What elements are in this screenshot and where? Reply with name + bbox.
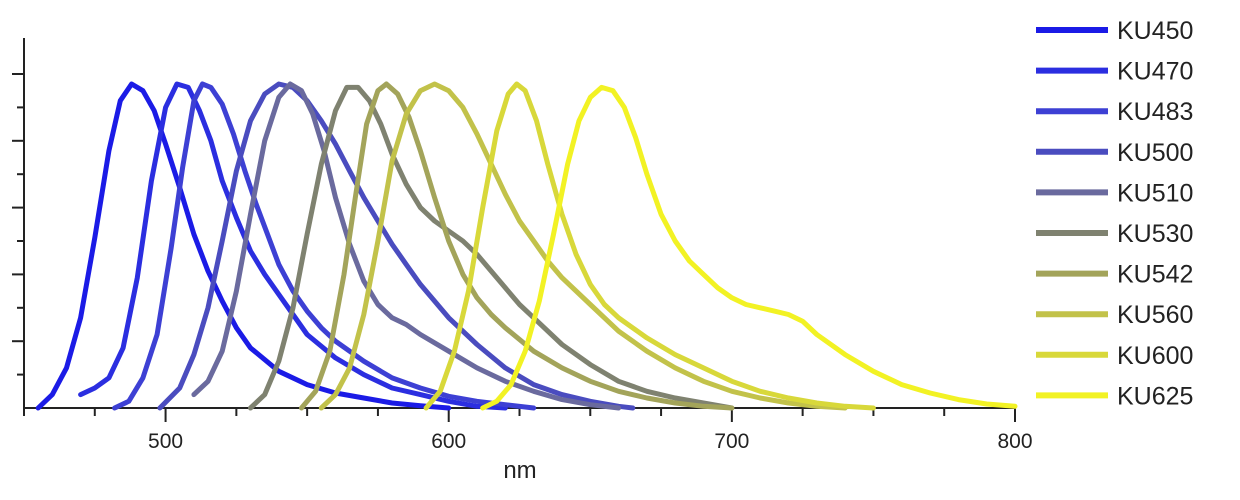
- x-axis-title: nm: [503, 457, 536, 484]
- legend-label: KU483: [1117, 98, 1193, 126]
- series-line-ku560: [318, 81, 848, 411]
- legend-label: KU560: [1117, 301, 1193, 329]
- legend-label: KU470: [1117, 58, 1193, 86]
- legend: KU450 KU470 KU483 KU500 KU510 KU530 KU542 KU560…: [1036, 17, 1193, 410]
- x-tick-label: 500: [148, 430, 183, 453]
- x-tick-label: 700: [714, 430, 749, 453]
- legend-label: KU625: [1117, 382, 1193, 410]
- x-tick-label: 600: [431, 430, 466, 453]
- legend-item: KU530: [1036, 220, 1193, 248]
- series-line-ku542: [299, 81, 735, 411]
- x-tick-label: 800: [997, 430, 1032, 453]
- legend-label: KU450: [1117, 17, 1193, 45]
- series-line-ku510: [191, 81, 622, 411]
- series-layer: [35, 81, 1018, 411]
- legend-label: KU500: [1117, 139, 1193, 167]
- series-line-ku625: [480, 84, 1018, 411]
- legend-label: KU510: [1117, 179, 1193, 207]
- legend-label: KU530: [1117, 220, 1193, 248]
- series-line-ku483: [112, 81, 537, 411]
- series-line-ku600: [423, 81, 876, 411]
- series-line-ku530: [248, 84, 735, 411]
- legend-item: KU470: [1036, 58, 1193, 86]
- legend-label: KU600: [1117, 342, 1193, 370]
- series-line-ku500: [157, 81, 636, 411]
- legend-label: KU542: [1117, 261, 1193, 289]
- legend-item: KU600: [1036, 342, 1193, 370]
- legend-item: KU500: [1036, 139, 1193, 167]
- legend-item: KU510: [1036, 179, 1193, 207]
- legend-item: KU450: [1036, 17, 1193, 45]
- series-line-ku450: [35, 81, 452, 411]
- series-line-ku470: [78, 81, 508, 411]
- legend-item: KU560: [1036, 301, 1193, 329]
- legend-item: KU483: [1036, 98, 1193, 126]
- legend-item: KU542: [1036, 261, 1193, 289]
- legend-item: KU625: [1036, 382, 1193, 410]
